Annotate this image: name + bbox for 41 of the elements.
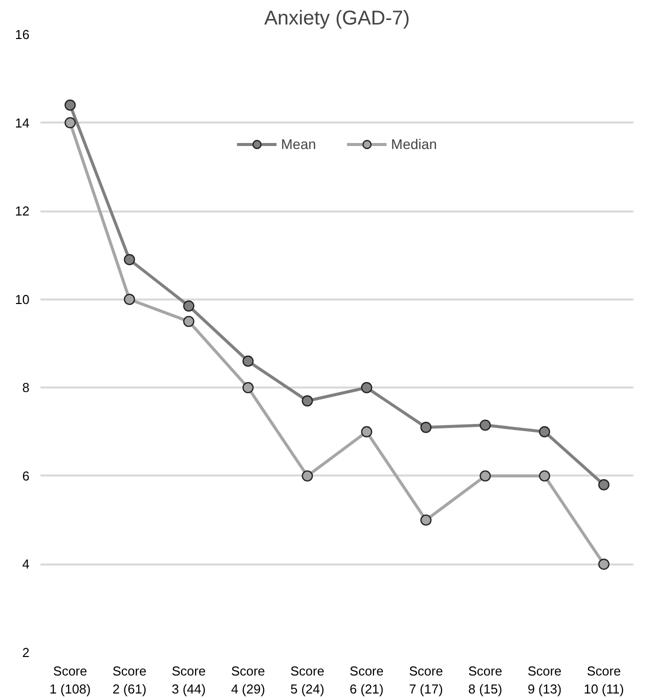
point <box>64 117 76 128</box>
legend-label: Mean <box>281 136 316 152</box>
point <box>420 514 432 526</box>
point <box>124 254 136 266</box>
point <box>124 294 136 305</box>
point <box>420 422 432 433</box>
y-tick-label: 16 <box>15 27 30 42</box>
x-tick-label: Score 6 (21) <box>350 664 384 696</box>
x-tick-label: Score 8 (15) <box>468 664 502 696</box>
point <box>480 420 491 431</box>
y-tick-label: 8 <box>22 380 30 396</box>
point <box>242 356 254 367</box>
point <box>538 470 550 482</box>
point <box>598 558 610 570</box>
x-tick-label: Score 3 (44) <box>172 664 206 696</box>
y-tick-label: 14 <box>15 115 30 130</box>
point <box>183 300 194 312</box>
point <box>302 470 313 482</box>
point <box>183 316 194 328</box>
point <box>480 470 491 482</box>
y-tick-label: 10 <box>15 292 30 307</box>
y-tick-label: 6 <box>22 468 30 484</box>
x-tick-label: Score 9 (13) <box>528 664 562 696</box>
point <box>361 426 372 438</box>
point <box>598 479 610 490</box>
x-tick-label: Score 4 (29) <box>231 664 266 696</box>
x-tick-label: Score 2 (61) <box>112 664 146 696</box>
y-tick-label: 12 <box>15 204 30 219</box>
y-tick-label: 2 <box>22 645 30 660</box>
point <box>538 426 550 438</box>
chart-title: Anxiety (GAD-7) <box>264 8 410 30</box>
y-tick-label: 4 <box>22 556 30 572</box>
legend-label: Median <box>391 136 437 152</box>
x-tick-label: Score 10 (11) <box>584 664 624 696</box>
point <box>64 100 76 111</box>
point <box>361 382 372 394</box>
point <box>242 382 254 394</box>
x-tick-label: Score 1 (108) <box>50 664 91 696</box>
x-tick-label: Score 5 (24) <box>290 664 324 696</box>
x-tick-label: Score 7 (17) <box>408 664 443 696</box>
point <box>302 395 313 406</box>
